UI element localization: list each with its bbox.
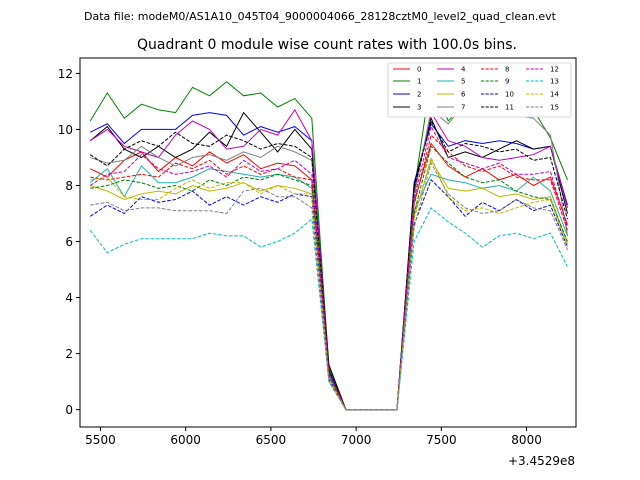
series-line-11 — [89, 119, 568, 411]
y-tick-label: 4 — [65, 291, 73, 305]
x-offset-label: +3.4529e8 — [508, 454, 575, 468]
data-file-caption: Data file: modeM0/AS1A10_045T04_90000040… — [84, 10, 557, 23]
legend-label: 4 — [461, 66, 466, 74]
legend-label: 13 — [550, 78, 559, 86]
legend-label: 14 — [550, 91, 559, 99]
x-tick-label: 8000 — [511, 433, 542, 447]
y-tick-label: 8 — [65, 179, 73, 193]
legend-label: 7 — [461, 104, 465, 112]
y-tick-label: 12 — [58, 67, 73, 81]
x-tick-label: 7500 — [426, 433, 457, 447]
y-tick-label: 10 — [58, 123, 73, 137]
legend-label: 1 — [417, 78, 421, 86]
legend-label: 10 — [505, 91, 514, 99]
legend-label: 9 — [505, 78, 509, 86]
legend-box — [387, 62, 572, 118]
series-line-8 — [90, 134, 568, 411]
y-tick-label: 6 — [65, 235, 73, 249]
legend-label: 5 — [461, 78, 465, 86]
series-line-12 — [89, 125, 568, 411]
series-line-10 — [89, 179, 568, 411]
y-tick-label: 0 — [65, 403, 73, 417]
legend-label: 11 — [505, 104, 514, 112]
legend-label: 2 — [417, 91, 421, 99]
legend-label: 12 — [550, 66, 559, 74]
x-tick-label: 7000 — [341, 433, 372, 447]
legend-label: 8 — [505, 66, 509, 74]
y-tick-label: 2 — [65, 347, 73, 361]
x-tick-label: 6500 — [256, 433, 287, 447]
series-line-15 — [90, 161, 568, 411]
x-tick-label: 5500 — [85, 433, 116, 447]
legend-label: 0 — [417, 66, 421, 74]
legend-label: 3 — [417, 104, 421, 112]
y-axis: 0 2 4 6 8 10 12 — [58, 67, 80, 417]
chart-title: Quadrant 0 module wise count rates with … — [137, 37, 517, 53]
legend-label: 6 — [461, 91, 466, 99]
series-line-14 — [90, 156, 568, 411]
plot-lines — [89, 74, 568, 411]
x-tick-label: 6000 — [170, 433, 201, 447]
x-axis: 5500 6000 6500 7000 7500 8000 — [85, 427, 542, 447]
legend-label: 15 — [550, 104, 559, 112]
plot-frame — [79, 57, 577, 428]
